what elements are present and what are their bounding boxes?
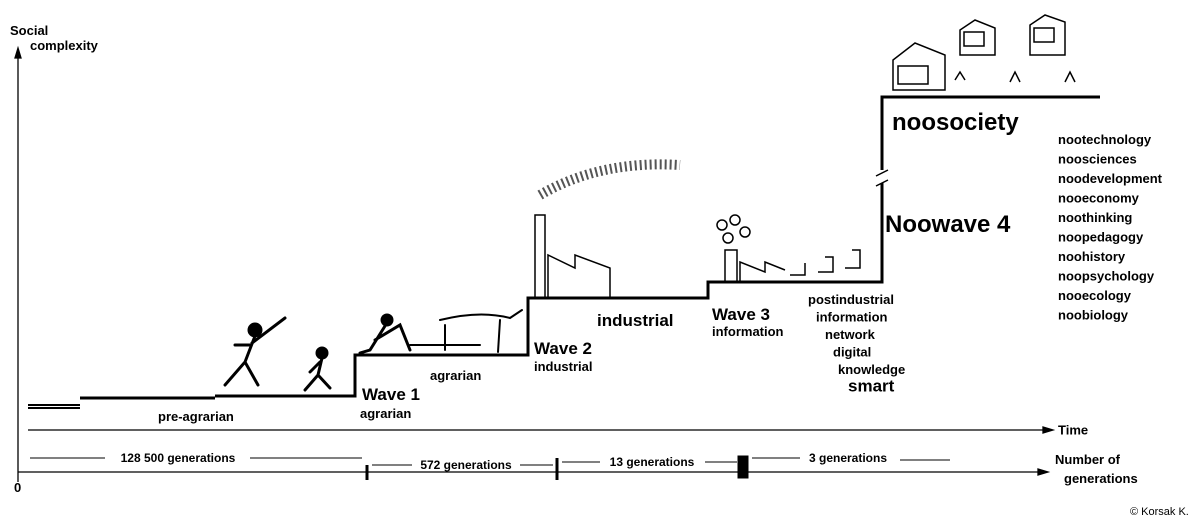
noo-field: noohistory bbox=[1058, 249, 1126, 264]
noo-field: nootechnology bbox=[1058, 132, 1152, 147]
stage: noosociety bbox=[892, 109, 1019, 136]
wave-subtitle: industrial bbox=[534, 359, 593, 374]
wave-title: Wave 2 bbox=[534, 339, 592, 358]
noo-fields: nootechnology noosciences noodevelopment no… bbox=[1058, 132, 1163, 323]
origin: 0 bbox=[14, 480, 21, 495]
generations: 128 500 generations bbox=[121, 451, 236, 465]
y-label: complexity bbox=[30, 38, 99, 53]
noo-field: noobiology bbox=[1058, 308, 1129, 323]
term: digital bbox=[833, 345, 871, 360]
generations-label: generations bbox=[1064, 471, 1138, 486]
stage: agrarian bbox=[430, 368, 481, 383]
stage: pre-agrarian bbox=[158, 409, 234, 424]
information-terms: postindustrial information network digital k… bbox=[808, 292, 905, 396]
generations: 3 generations bbox=[809, 451, 887, 465]
noo-field: nooeconomy bbox=[1058, 191, 1140, 206]
wave-title: Wave 1 bbox=[362, 385, 420, 404]
noo-field: nooecology bbox=[1058, 288, 1132, 303]
noo-field: noopedagogy bbox=[1058, 230, 1144, 245]
copyright: © Korsak K. bbox=[1130, 506, 1189, 518]
term: knowledge bbox=[838, 362, 905, 377]
arrow bbox=[1038, 469, 1048, 475]
factories bbox=[535, 164, 860, 298]
arrow bbox=[15, 48, 21, 58]
noo-field: noosciences bbox=[1058, 152, 1137, 167]
term: network bbox=[825, 327, 876, 342]
generations: 572 generations bbox=[420, 458, 512, 472]
noo-field: noodevelopment bbox=[1058, 171, 1163, 186]
wave-subtitle: information bbox=[712, 324, 784, 339]
term: smart bbox=[848, 377, 895, 396]
wave-title: Wave 3 bbox=[712, 305, 770, 324]
generations-label: Number of bbox=[1055, 452, 1121, 467]
stage: industrial bbox=[597, 311, 674, 330]
generations: 13 generations bbox=[610, 455, 695, 469]
x-label: Time bbox=[1058, 422, 1088, 437]
term: information bbox=[816, 310, 888, 325]
diagram: Social complexity Time Number of generat… bbox=[0, 0, 1189, 519]
y-label: Social bbox=[10, 23, 48, 38]
wave-subtitle: agrarian bbox=[360, 406, 411, 421]
arrow bbox=[1043, 427, 1053, 433]
noo-field: noopsychology bbox=[1058, 269, 1155, 284]
term: postindustrial bbox=[808, 292, 894, 307]
wave-title: Noowave 4 bbox=[885, 211, 1011, 238]
noo-field: noothinking bbox=[1058, 210, 1132, 225]
houses bbox=[893, 15, 1075, 90]
